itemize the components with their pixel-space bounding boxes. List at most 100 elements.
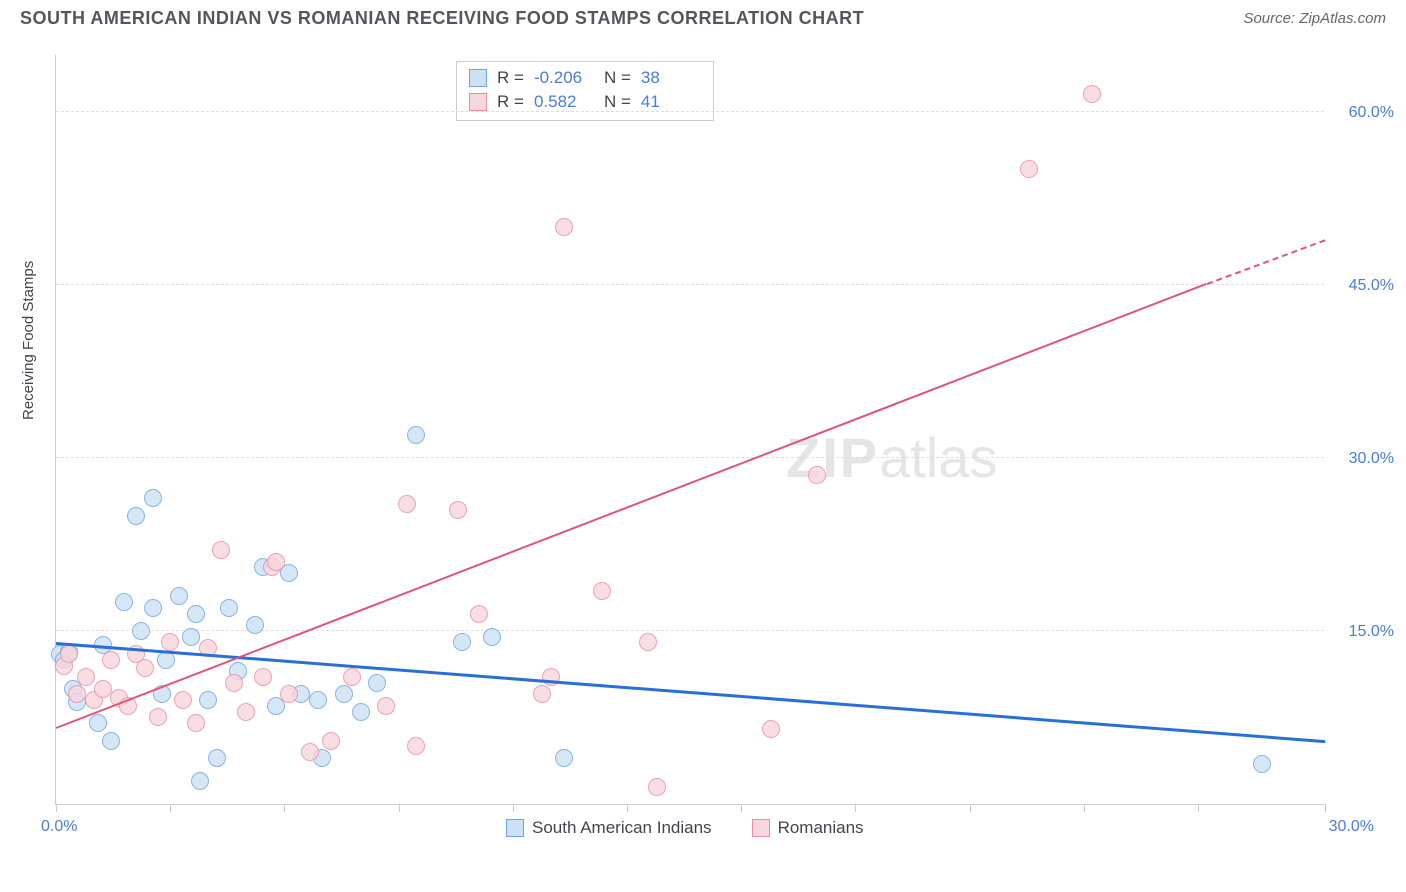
data-point: [267, 553, 285, 571]
data-point: [68, 685, 86, 703]
data-point: [377, 697, 395, 715]
y-tick-label: 30.0%: [1349, 450, 1394, 468]
legend-swatch: [506, 819, 524, 837]
data-point: [225, 674, 243, 692]
x-tick: [855, 804, 856, 812]
bottom-legend: South American Indians Romanians: [506, 818, 864, 838]
x-tick: [170, 804, 171, 812]
data-point: [352, 703, 370, 721]
stats-box: R =-0.206N =38R =0.582N =41: [456, 61, 714, 121]
stat-n-label: N =: [604, 66, 631, 90]
data-point: [187, 605, 205, 623]
data-point: [89, 714, 107, 732]
trend-line: [56, 642, 1325, 743]
data-point: [246, 616, 264, 634]
data-point: [343, 668, 361, 686]
data-point: [170, 587, 188, 605]
data-point: [808, 466, 826, 484]
legend-item: Romanians: [752, 818, 864, 838]
stats-row: R = -0.206 N = 38: [469, 66, 701, 90]
x-tick: [741, 804, 742, 812]
data-point: [1020, 160, 1038, 178]
chart-title: SOUTH AMERICAN INDIAN VS ROMANIAN RECEIV…: [20, 8, 864, 29]
data-point: [335, 685, 353, 703]
data-point: [542, 668, 560, 686]
data-point: [555, 749, 573, 767]
data-point: [1253, 755, 1271, 773]
data-point: [102, 651, 120, 669]
data-point: [407, 426, 425, 444]
y-tick-label: 60.0%: [1349, 104, 1394, 122]
data-point: [237, 703, 255, 721]
data-point: [144, 599, 162, 617]
chart-header: SOUTH AMERICAN INDIAN VS ROMANIAN RECEIV…: [0, 0, 1406, 33]
data-point: [453, 633, 471, 651]
data-point: [648, 778, 666, 796]
legend-label: Romanians: [778, 818, 864, 838]
data-point: [115, 593, 133, 611]
data-point: [208, 749, 226, 767]
trend-line: [56, 283, 1207, 729]
data-point: [1083, 85, 1101, 103]
data-point: [301, 743, 319, 761]
data-point: [533, 685, 551, 703]
trend-line: [1206, 239, 1325, 285]
legend-swatch: [752, 819, 770, 837]
legend-swatch: [469, 93, 487, 111]
x-min-label: 0.0%: [41, 818, 77, 836]
data-point: [199, 691, 217, 709]
x-tick: [399, 804, 400, 812]
data-point: [149, 708, 167, 726]
data-point: [182, 628, 200, 646]
legend-label: South American Indians: [532, 818, 712, 838]
data-point: [94, 680, 112, 698]
x-max-label: 30.0%: [1329, 818, 1374, 836]
x-tick: [56, 804, 57, 812]
data-point: [77, 668, 95, 686]
data-point: [212, 541, 230, 559]
data-point: [483, 628, 501, 646]
data-point: [639, 633, 657, 651]
data-point: [220, 599, 238, 617]
data-point: [280, 685, 298, 703]
y-tick-label: 45.0%: [1349, 277, 1394, 295]
x-tick: [1325, 804, 1326, 812]
x-tick: [1084, 804, 1085, 812]
data-point: [187, 714, 205, 732]
data-point: [762, 720, 780, 738]
x-tick: [1198, 804, 1199, 812]
stat-r-value: -0.206: [534, 66, 594, 90]
gridline: [56, 111, 1324, 112]
gridline: [56, 457, 1324, 458]
data-point: [368, 674, 386, 692]
x-tick: [970, 804, 971, 812]
x-tick: [284, 804, 285, 812]
chart-plot-area: ZIPatlas R =-0.206N =38R =0.582N =41 Sou…: [55, 55, 1324, 805]
data-point: [161, 633, 179, 651]
gridline: [56, 284, 1324, 285]
data-point: [470, 605, 488, 623]
x-tick: [513, 804, 514, 812]
data-point: [174, 691, 192, 709]
data-point: [102, 732, 120, 750]
data-point: [254, 668, 272, 686]
data-point: [555, 218, 573, 236]
data-point: [136, 659, 154, 677]
data-point: [398, 495, 416, 513]
data-point: [309, 691, 327, 709]
data-point: [144, 489, 162, 507]
stat-n-value: 38: [641, 66, 701, 90]
data-point: [407, 737, 425, 755]
data-point: [60, 645, 78, 663]
y-tick-label: 15.0%: [1349, 623, 1394, 641]
data-point: [127, 507, 145, 525]
gridline: [56, 630, 1324, 631]
y-axis-title: Receiving Food Stamps: [20, 261, 37, 420]
data-point: [322, 732, 340, 750]
data-point: [132, 622, 150, 640]
legend-item: South American Indians: [506, 818, 712, 838]
data-point: [191, 772, 209, 790]
data-point: [449, 501, 467, 519]
legend-swatch: [469, 69, 487, 87]
stat-r-label: R =: [497, 66, 524, 90]
